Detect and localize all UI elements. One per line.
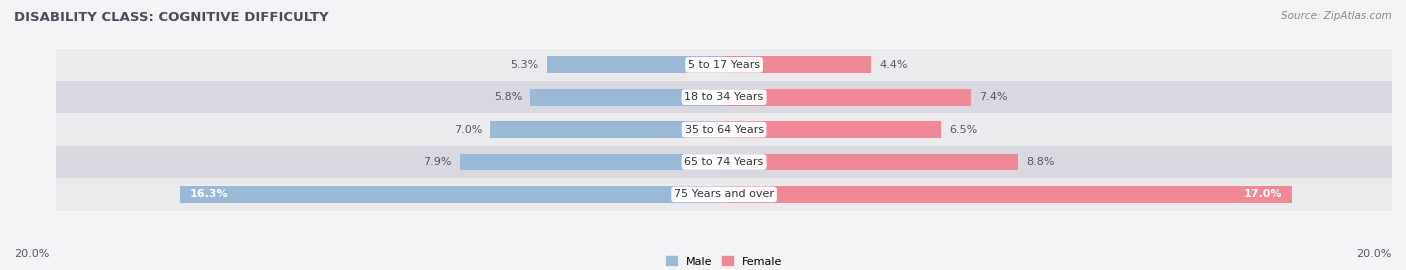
Bar xyxy=(491,121,724,138)
Bar xyxy=(180,186,724,203)
Bar xyxy=(724,89,972,106)
Text: 8.8%: 8.8% xyxy=(1026,157,1054,167)
Text: 7.9%: 7.9% xyxy=(423,157,451,167)
Text: 5.8%: 5.8% xyxy=(494,92,522,102)
Text: 5 to 17 Years: 5 to 17 Years xyxy=(688,60,761,70)
Text: 20.0%: 20.0% xyxy=(1357,249,1392,259)
Text: Source: ZipAtlas.com: Source: ZipAtlas.com xyxy=(1281,11,1392,21)
Text: 16.3%: 16.3% xyxy=(190,189,228,200)
Bar xyxy=(460,154,724,170)
Bar xyxy=(724,154,1018,170)
Text: 75 Years and over: 75 Years and over xyxy=(673,189,775,200)
Bar xyxy=(56,146,1392,178)
Text: 6.5%: 6.5% xyxy=(949,124,977,135)
Bar xyxy=(547,56,724,73)
Bar xyxy=(56,81,1392,113)
Bar xyxy=(724,186,1292,203)
Bar xyxy=(724,56,872,73)
Text: 20.0%: 20.0% xyxy=(14,249,49,259)
Bar xyxy=(56,178,1392,211)
Bar xyxy=(724,121,941,138)
Text: 17.0%: 17.0% xyxy=(1243,189,1282,200)
Text: DISABILITY CLASS: COGNITIVE DIFFICULTY: DISABILITY CLASS: COGNITIVE DIFFICULTY xyxy=(14,11,329,24)
Text: 4.4%: 4.4% xyxy=(879,60,908,70)
Text: 5.3%: 5.3% xyxy=(510,60,538,70)
Bar xyxy=(56,113,1392,146)
Bar xyxy=(530,89,724,106)
Text: 35 to 64 Years: 35 to 64 Years xyxy=(685,124,763,135)
Text: 18 to 34 Years: 18 to 34 Years xyxy=(685,92,763,102)
Legend: Male, Female: Male, Female xyxy=(666,256,782,266)
Text: 7.4%: 7.4% xyxy=(980,92,1008,102)
Text: 7.0%: 7.0% xyxy=(454,124,482,135)
Bar xyxy=(56,49,1392,81)
Text: 65 to 74 Years: 65 to 74 Years xyxy=(685,157,763,167)
